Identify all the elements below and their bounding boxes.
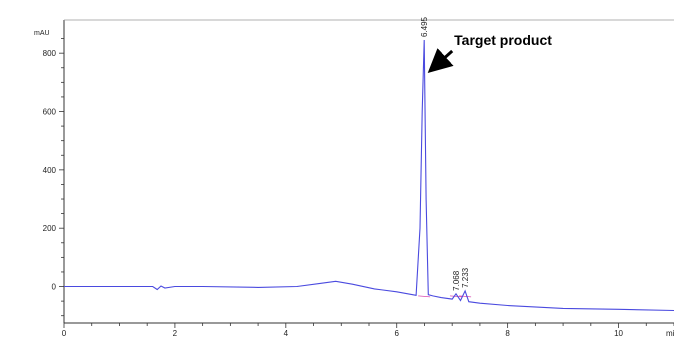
y-tick-label: 600 <box>43 108 57 117</box>
annotation-label: Target product <box>454 32 552 48</box>
x-unit-label: mi <box>666 329 674 338</box>
x-tick-label: 2 <box>173 329 178 338</box>
x-tick-label: 0 <box>62 329 67 338</box>
x-tick-label: 6 <box>395 329 400 338</box>
axes: 0 200 400 600 800 0 2 4 6 8 10 <box>43 19 674 338</box>
annotation-arrow <box>427 48 454 74</box>
x-tick-label: 4 <box>284 329 289 338</box>
peak-baseline-mark <box>449 295 462 298</box>
y-tick-label: 800 <box>43 49 57 58</box>
y-tick-label: 0 <box>52 283 57 292</box>
peak-label: 6.495 <box>420 16 429 37</box>
peak-baseline-mark <box>459 295 472 298</box>
peak-label: 7.068 <box>452 270 461 291</box>
peak-baseline-mark <box>418 295 431 298</box>
peak-label: 7.233 <box>461 267 470 288</box>
y-tick-label: 400 <box>43 166 57 175</box>
y-tick-label: 200 <box>43 224 57 233</box>
x-tick-label: 10 <box>614 329 623 338</box>
x-tick-label: 8 <box>505 329 510 338</box>
y-unit-label: mAU <box>34 30 50 37</box>
chromatogram-trace <box>64 39 674 312</box>
plot-area <box>64 39 674 312</box>
labels: mAU mi 6.495 7.068 7.233 Target product <box>34 16 674 338</box>
